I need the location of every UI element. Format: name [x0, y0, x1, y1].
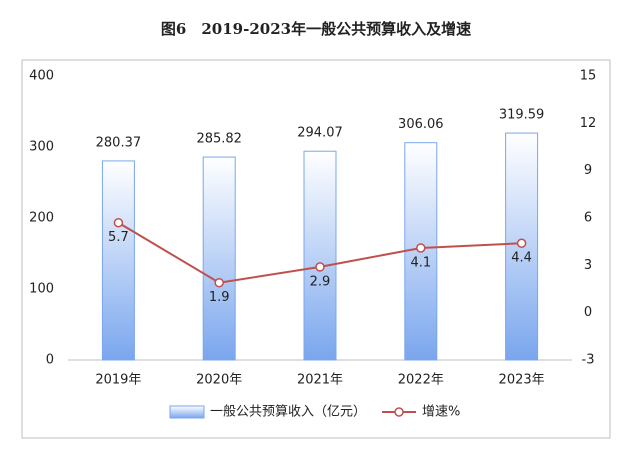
bar-value-label: 319.59: [499, 108, 545, 123]
line-marker: [214, 277, 224, 288]
legend-marker: [394, 407, 404, 417]
legend-label: 增速%: [422, 405, 460, 420]
line-marker: [113, 217, 124, 228]
line-value-label: 2.9: [310, 274, 331, 289]
line-value-label: 4.1: [410, 255, 431, 270]
y-tick-label: 400: [29, 69, 54, 84]
y-tick-label: 0: [46, 353, 54, 368]
bar: [303, 150, 337, 361]
y2-tick-label: 9: [584, 163, 592, 178]
line-marker: [416, 243, 426, 253]
line-value-label: 4.4: [511, 251, 532, 266]
chart-title: 图6 2019-2023年一般公共预算收入及增速: [161, 20, 471, 38]
bar-value-label: 280.37: [96, 135, 142, 150]
y-tick-label: 100: [29, 282, 54, 297]
line-marker: [315, 262, 325, 272]
bar: [101, 160, 135, 361]
line-value-label: 5.7: [108, 230, 129, 245]
y2-tick-label: 3: [584, 258, 592, 273]
line-marker: [516, 238, 527, 248]
x-tick-label: 2019年: [95, 373, 141, 388]
x-tick-label: 2023年: [499, 373, 545, 388]
y-tick-label: 200: [29, 211, 54, 226]
x-tick-label: 2022年: [398, 373, 444, 388]
bar-value-label: 306.06: [398, 117, 444, 132]
y2-tick-label: 0: [584, 305, 592, 320]
legend-swatch: [169, 405, 205, 419]
bar-value-label: 285.82: [196, 132, 242, 147]
y-tick-label: 300: [29, 140, 54, 155]
y2-tick-label: -3: [582, 353, 595, 368]
bar: [202, 156, 236, 361]
y2-tick-label: 12: [580, 116, 597, 131]
x-tick-label: 2020年: [196, 373, 242, 388]
line-value-label: 1.9: [209, 290, 230, 305]
y2-tick-label: 15: [580, 69, 597, 84]
x-tick-label: 2021年: [297, 373, 343, 388]
bar-value-label: 294.07: [297, 126, 343, 141]
chart-frame: [21, 59, 611, 439]
y2-tick-label: 6: [584, 211, 592, 226]
legend-label: 一般公共预算收入（亿元）: [210, 404, 366, 420]
